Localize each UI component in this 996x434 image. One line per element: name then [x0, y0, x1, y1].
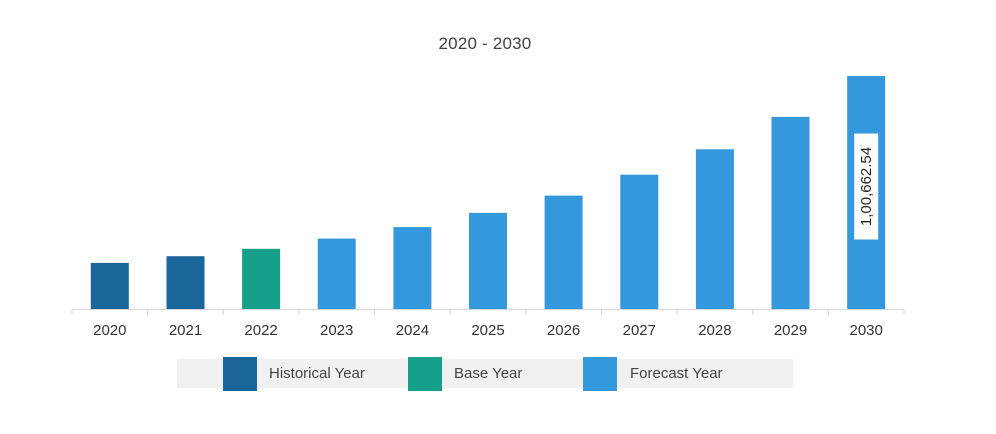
x-tick-label-2024: 2024	[396, 322, 429, 339]
bar-2021	[166, 256, 205, 309]
x-tick-label-2021: 2021	[169, 322, 202, 339]
data-label-group-2030: 1,00,662.54	[854, 133, 879, 240]
bar-2029	[771, 116, 810, 310]
legend-swatch-historical	[223, 357, 257, 391]
legend-label-historical: Historical Year	[269, 365, 365, 382]
x-tick-label-2023: 2023	[320, 322, 353, 339]
x-tick-label-2028: 2028	[698, 322, 731, 339]
legend-swatch-base	[408, 357, 442, 391]
bar-2022	[242, 248, 281, 309]
chart-title: 2020 - 2030	[438, 34, 532, 53]
data-label-2030: 1,00,662.54	[858, 147, 875, 226]
bar-2028	[695, 149, 734, 309]
x-tick-label-2030: 2030	[850, 322, 883, 339]
data-label-background	[854, 133, 879, 240]
legend-label-base: Base Year	[454, 365, 523, 382]
x-tick-label-2026: 2026	[547, 322, 580, 339]
x-tick-label-2025: 2025	[471, 322, 504, 339]
bar-2025	[469, 212, 507, 309]
bar-2023	[317, 238, 356, 309]
x-tick-label-2020: 2020	[93, 322, 126, 339]
bar-2020	[90, 262, 129, 309]
legend-swatch-forecast	[583, 357, 617, 391]
bar-2027	[620, 174, 659, 309]
legend-label-forecast: Forecast Year	[630, 365, 723, 382]
x-tick-label-2029: 2029	[774, 322, 807, 339]
x-tick-label-2027: 2027	[623, 322, 656, 339]
bar-2026	[544, 195, 583, 309]
legend: Historical Year Base Year Forecast Year	[177, 357, 793, 391]
bar-2024	[393, 227, 432, 309]
x-tick-label-2022: 2022	[244, 322, 277, 339]
